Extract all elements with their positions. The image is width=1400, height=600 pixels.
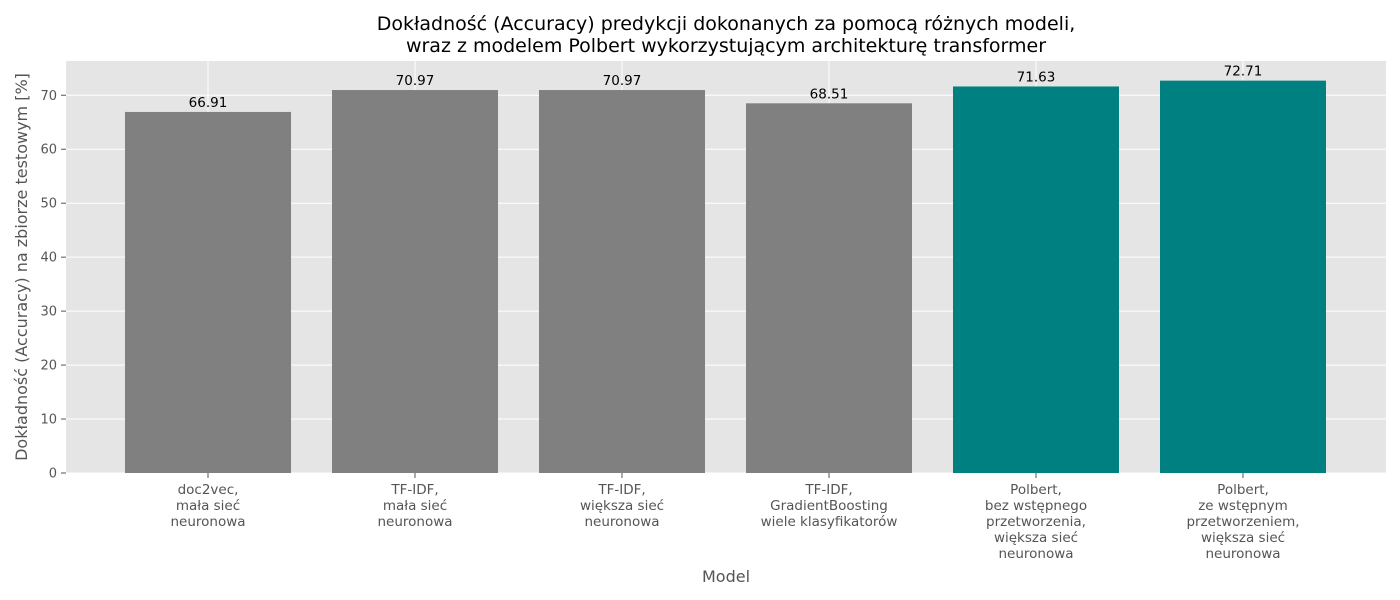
x-tick-label-line: wiele klasyfikatorów [761,514,898,530]
x-tick-label-line: neuronowa [170,514,245,530]
x-tick-label: Polbert,ze wstępnymprzetworzeniem,większ… [1186,482,1299,562]
x-tick-label-line: większa sieć [1201,530,1285,546]
chart-title: Dokładność (Accuracy) predykcji dokonany… [377,13,1076,57]
x-tick-label-line: neuronowa [377,514,452,530]
chart-title-line: Dokładność (Accuracy) predykcji dokonany… [377,13,1076,35]
y-tick-label: 50 [40,197,57,212]
x-tick-label-line: Polbert, [1217,482,1269,498]
x-tick-label-line: ze wstępnym [1198,498,1288,514]
y-tick-label: 70 [40,89,57,104]
x-tick-label-line: większa sieć [994,530,1078,546]
bar [746,103,912,474]
y-axis-ticks: 0 10 20 30 40 50 60 70 [40,89,66,482]
y-tick-label: 30 [40,305,57,320]
bar [125,111,291,473]
x-tick-label-line: neuronowa [998,546,1073,562]
value-label: 66.91 [189,95,228,111]
x-tick-label-line: TF-IDF, [597,482,645,498]
bar [539,90,705,474]
bar [953,86,1119,474]
bars [125,80,1326,474]
x-tick-label-line: GradientBoosting [770,498,888,514]
value-labels: 66.91 70.97 70.97 68.51 71.63 72.71 [189,64,1263,111]
y-tick-label: 0 [49,467,57,482]
x-tick-label-line: większa sieć [580,498,664,514]
bar [332,90,498,474]
y-tick-label: 10 [40,413,57,428]
x-tick-label-line: Polbert, [1010,482,1062,498]
value-label: 71.63 [1017,69,1056,85]
x-tick-label-line: neuronowa [1205,546,1280,562]
y-tick-label: 40 [40,251,57,266]
x-tick-label-line: przetworzeniem, [1186,514,1299,530]
x-tick-label-line: przetworzenia, [986,514,1086,530]
chart-title-line: wraz z modelem Polbert wykorzystującym a… [406,35,1046,57]
x-axis-label: Model [702,567,750,586]
value-label: 70.97 [603,73,642,89]
x-tick-label-line: mała sieć [176,498,240,514]
y-tick-label: 60 [40,143,57,158]
x-tick-label-line: doc2vec, [178,482,239,498]
value-label: 72.71 [1224,64,1263,80]
bar [1160,80,1326,473]
value-label: 70.97 [396,73,435,89]
value-label: 68.51 [810,86,849,102]
y-tick-label: 20 [40,359,57,374]
x-tick-label-line: neuronowa [584,514,659,530]
x-tick-label-line: TF-IDF, [804,482,852,498]
x-tick-label-line: bez wstępnego [985,498,1087,514]
x-tick-label-line: TF-IDF, [390,482,438,498]
x-tick-label: Polbert,bez wstępnegoprzetworzenia,więks… [985,482,1087,562]
y-axis-label: Dokładność (Accuracy) na zbiorze testowy… [12,73,31,461]
x-tick-label-line: mała sieć [383,498,447,514]
